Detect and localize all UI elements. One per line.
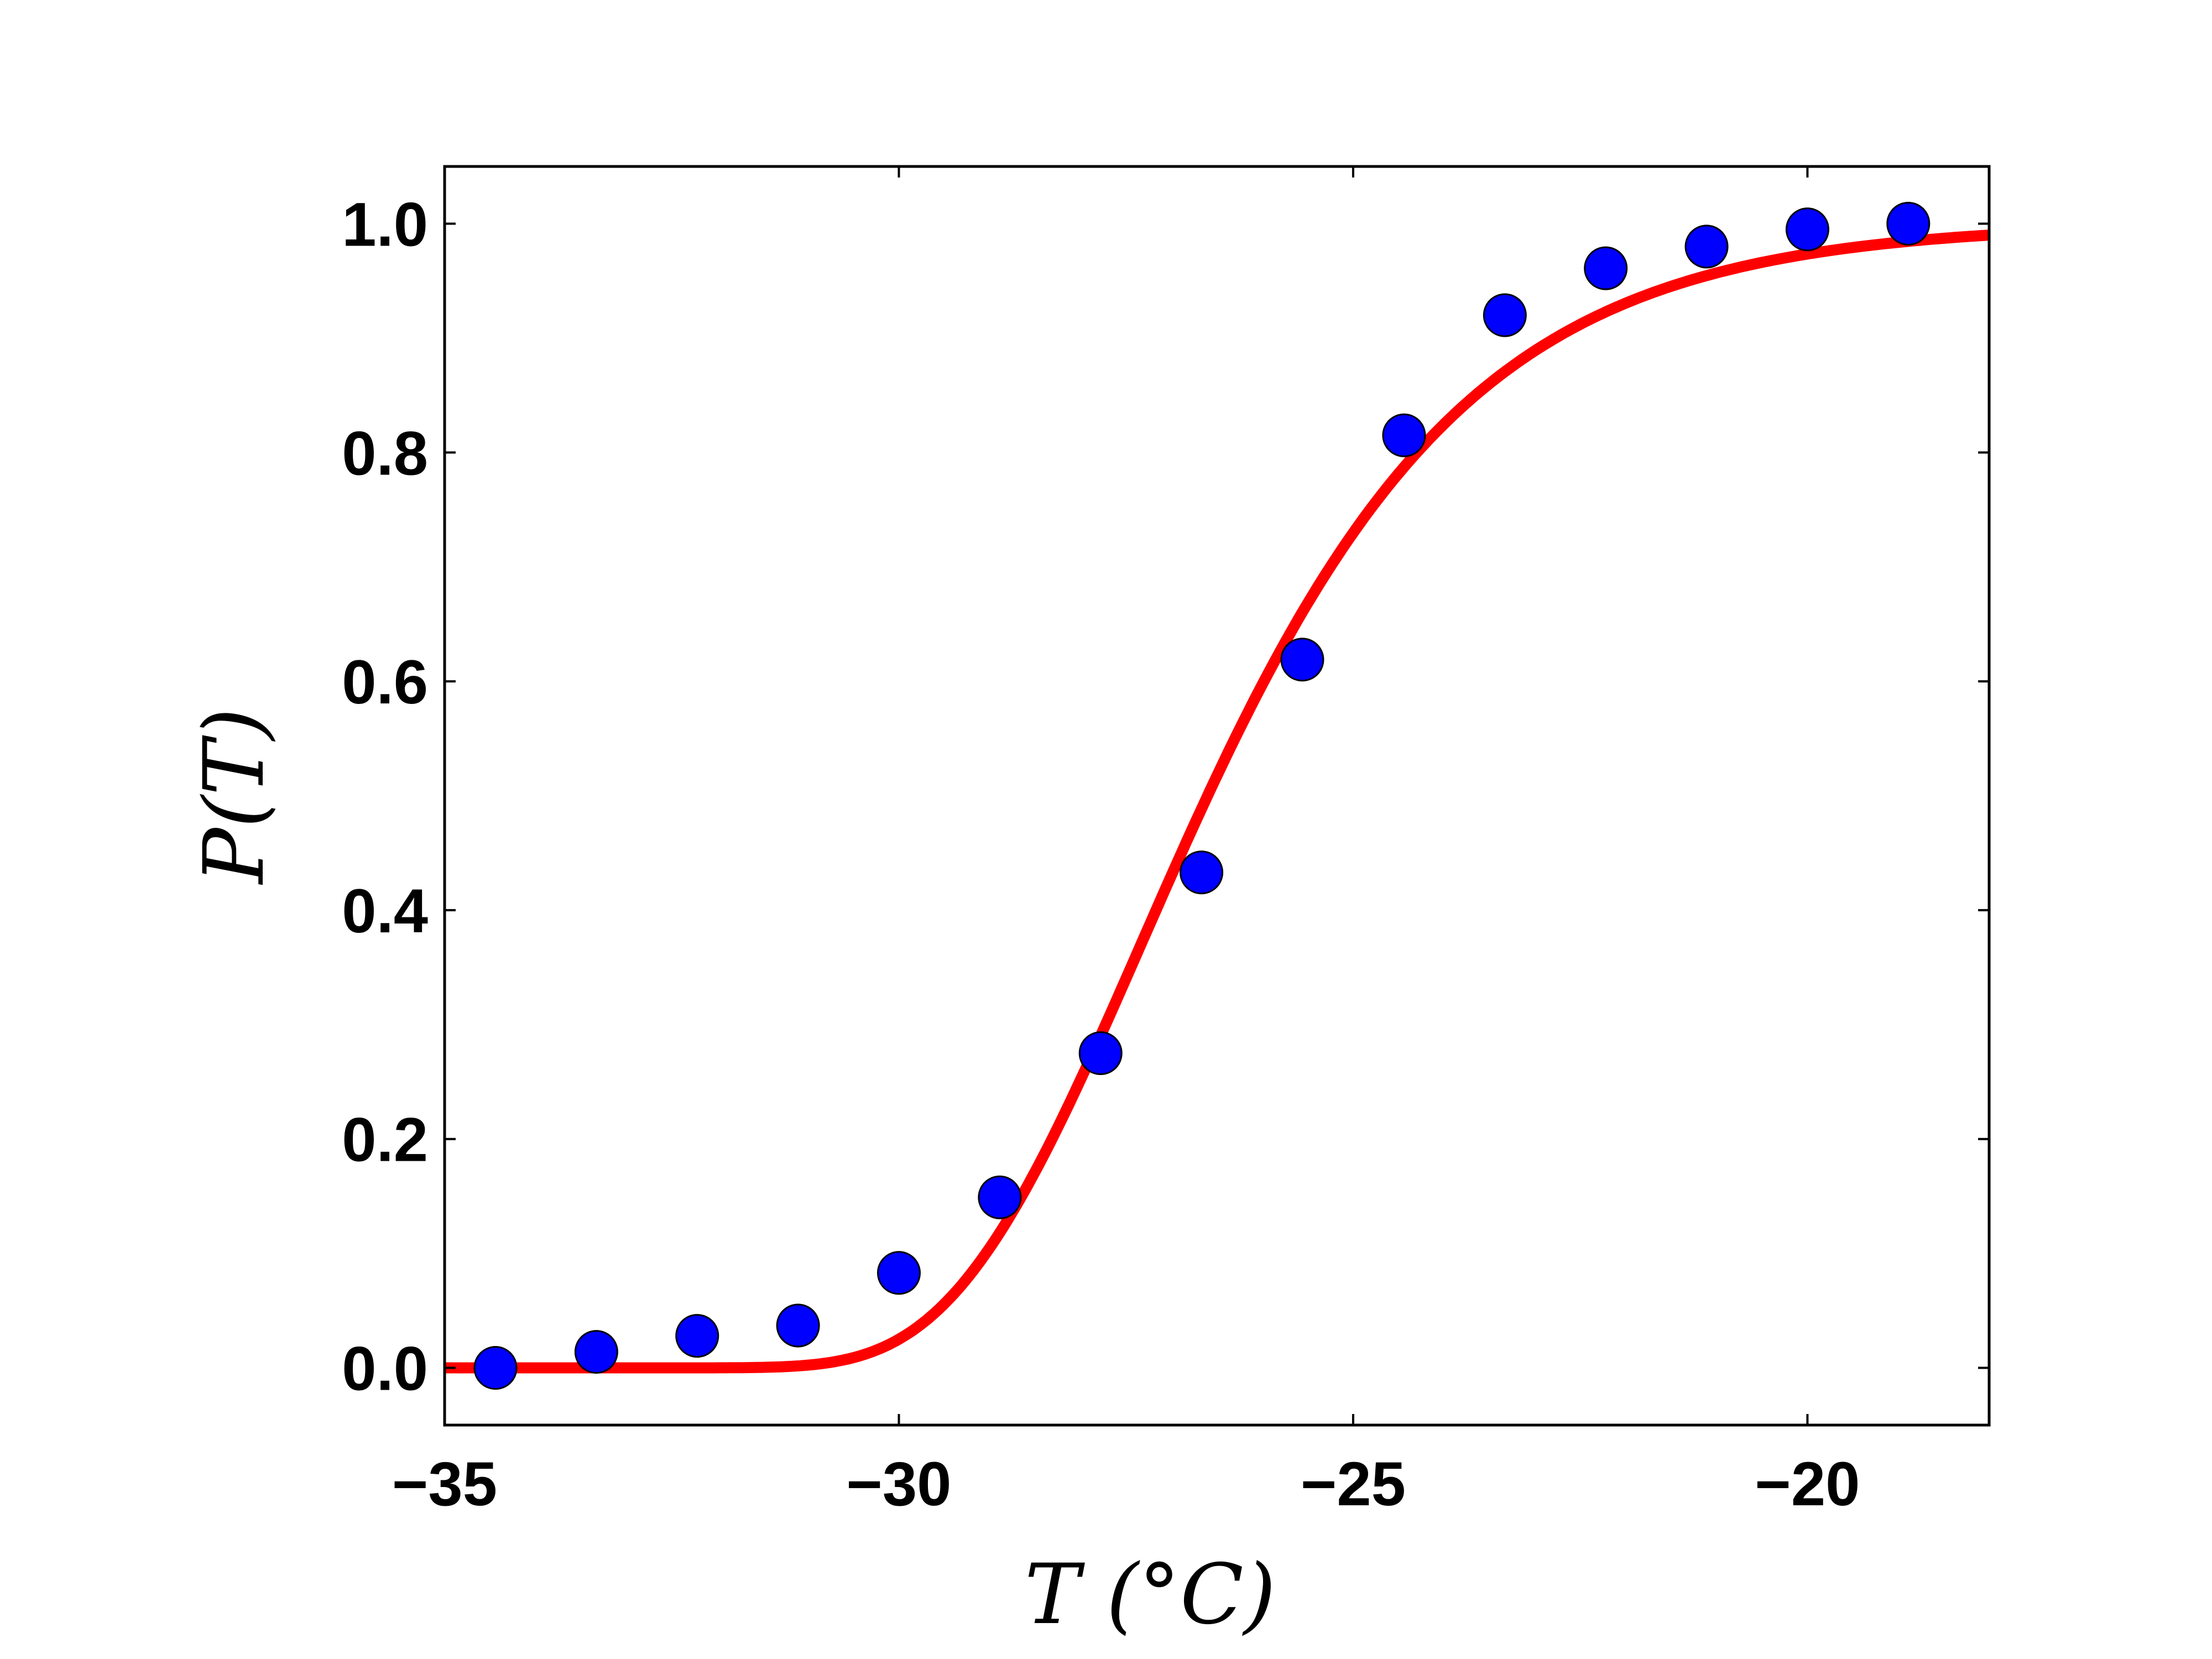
plot-area <box>445 201 1990 1390</box>
data-point <box>1180 851 1224 895</box>
data-point <box>1078 1031 1123 1076</box>
data-point <box>675 1314 719 1358</box>
ticks: −35 −30 −25 −20 0.0 0.2 0.4 0.6 0.8 1.0 <box>342 166 1989 1519</box>
data-point <box>1382 413 1426 457</box>
data-point <box>1785 207 1829 252</box>
x-tick-label: −30 <box>846 1449 951 1519</box>
y-tick-label: 0.0 <box>342 1334 428 1404</box>
y-axis-label: P(T) <box>186 708 283 885</box>
data-point <box>473 1346 518 1390</box>
y-tick-label: 0.8 <box>342 419 428 488</box>
data-point <box>1584 246 1628 290</box>
x-tick-label: −25 <box>1301 1449 1406 1519</box>
axes-frame <box>443 165 1991 1427</box>
data-point <box>877 1251 921 1295</box>
data-point <box>1280 638 1324 682</box>
y-tick-label: 0.2 <box>342 1105 428 1175</box>
x-axis-label: T (°C) <box>1025 1547 1276 1643</box>
x-tick-label: −35 <box>392 1449 497 1519</box>
x-tick-label: −20 <box>1755 1449 1860 1519</box>
y-tick-label: 1.0 <box>342 190 428 259</box>
data-point <box>978 1175 1022 1219</box>
data-point <box>1886 201 1931 246</box>
y-tick-label: 0.6 <box>342 648 428 717</box>
data-point <box>574 1330 618 1374</box>
fit-curve <box>445 229 1990 1374</box>
y-tick-label: 0.4 <box>342 877 428 946</box>
data-point <box>1483 293 1527 337</box>
data-point <box>776 1303 820 1348</box>
data-point <box>1684 225 1729 269</box>
